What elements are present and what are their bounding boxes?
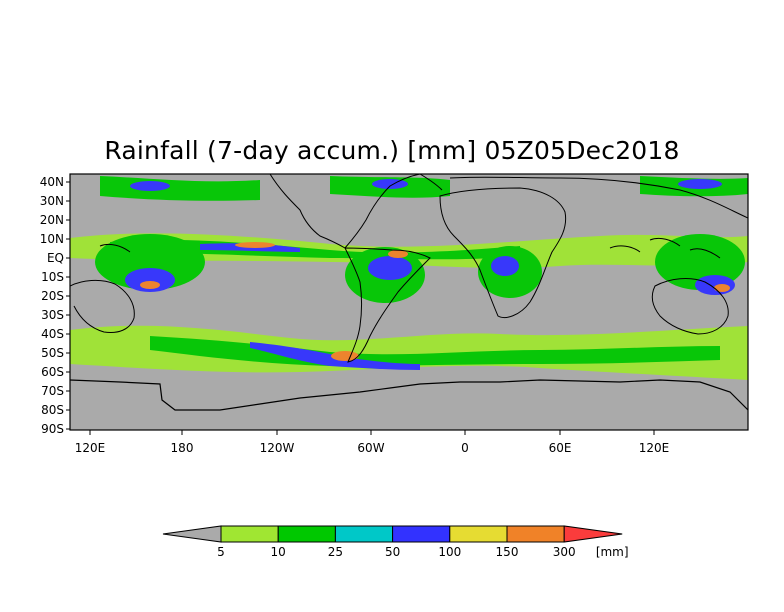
- africa-heavy: [491, 256, 519, 276]
- lat-tick-label: 40S: [41, 327, 64, 341]
- lat-tick-label: 40N: [40, 175, 64, 189]
- north-atlantic-heavy: [372, 179, 408, 189]
- europe-asia-coastline: [449, 176, 748, 219]
- lat-tick-label: 20S: [41, 289, 64, 303]
- lon-tick-label: 60E: [549, 441, 572, 455]
- lat-tick-label: EQ: [47, 251, 64, 265]
- colorbar-label: 300: [553, 545, 576, 559]
- colorbar-label: 25: [328, 545, 343, 559]
- australia-left-coastline: [70, 279, 135, 333]
- lat-tick-label: 50S: [41, 346, 64, 360]
- lat-tick-label: 10N: [40, 232, 64, 246]
- colorbar-label: 50: [385, 545, 400, 559]
- warm-pool-max: [140, 281, 160, 289]
- africa-coastline: [439, 187, 567, 318]
- maritime-max: [714, 284, 730, 292]
- australia-coastline: [651, 278, 729, 335]
- lat-tick-label: 90S: [41, 422, 64, 436]
- colorbar-label: 5: [217, 545, 225, 559]
- colorbar-over-triangle: [563, 525, 623, 543]
- lat-tick-label: 30N: [40, 194, 64, 208]
- colorbar-segment: [334, 525, 394, 543]
- warm-pool-heavy: [125, 268, 175, 292]
- south-america-max: [388, 250, 408, 258]
- greenland-coastline: [419, 174, 443, 191]
- colorbar-segment: [506, 525, 565, 543]
- colorbar-label: 150: [496, 545, 519, 559]
- map-panel: [70, 174, 748, 430]
- itcz-rain-band: [70, 233, 748, 268]
- lon-tick-label: 60W: [357, 441, 384, 455]
- lat-tick-label: 70S: [41, 384, 64, 398]
- lon-tick-label: 180: [171, 441, 194, 455]
- south-america-heavy: [368, 256, 412, 280]
- map-frame: [69, 173, 749, 431]
- lat-tick-label: 80S: [41, 403, 64, 417]
- colorbar-unit: [mm]: [596, 545, 629, 559]
- latitude-axis: 40N 30N 20N 10N EQ 10S 20S 30S 40S 50S 60S 70S 80S 90…: [40, 175, 70, 436]
- map-title: Rainfall (7-day accum.) [mm] 05Z05Dec201…: [104, 136, 680, 165]
- north-pacific-heavy: [130, 181, 170, 191]
- rainfall-field: [70, 176, 748, 380]
- colorbar: 5 10 25 50 100 150 300 [mm]: [162, 525, 629, 559]
- lat-tick-label: 30S: [41, 308, 64, 322]
- longitude-axis: 120E 180 120W 60W 0 60E 120E: [75, 430, 670, 455]
- colorbar-segment: [392, 525, 451, 543]
- maritime-heavy: [695, 275, 735, 295]
- maritime-islands: [99, 237, 721, 259]
- north-asia-heavy: [678, 179, 722, 189]
- lat-tick-label: 10S: [41, 270, 64, 284]
- colorbar-label: 100: [438, 545, 461, 559]
- colorbar-under-triangle: [162, 525, 222, 543]
- itcz-max: [235, 242, 275, 248]
- colorbar-segment: [220, 525, 279, 543]
- lat-tick-label: 20N: [40, 213, 64, 227]
- colorbar-segment: [449, 525, 508, 543]
- south-america-coastline: [344, 247, 431, 363]
- coastlines: [70, 174, 748, 363]
- lon-tick-label: 120E: [639, 441, 670, 455]
- lon-tick-label: 120E: [75, 441, 106, 455]
- lat-tick-label: 60S: [41, 365, 64, 379]
- lon-tick-label: 0: [461, 441, 469, 455]
- colorbar-label: 10: [271, 545, 286, 559]
- lon-tick-label: 120W: [260, 441, 295, 455]
- antarctica-coastline: [70, 379, 748, 411]
- colorbar-segment: [277, 525, 336, 543]
- southern-storm-track: [70, 325, 748, 380]
